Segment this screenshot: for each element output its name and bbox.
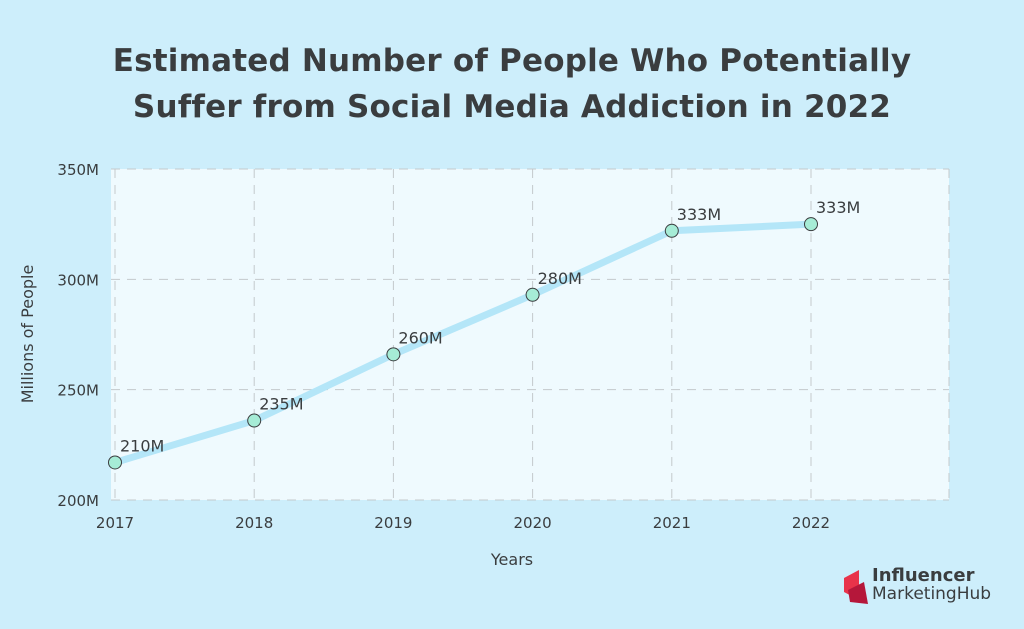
y-tick-label: 250M <box>57 382 99 400</box>
data-label: 210M <box>120 436 164 455</box>
y-axis-title: Millions of People <box>18 265 37 404</box>
data-point <box>804 217 818 232</box>
x-tick-label: 2019 <box>374 514 412 532</box>
logo-mark-right-shape <box>848 582 868 604</box>
x-tick-label: 2018 <box>235 514 273 532</box>
series-line <box>111 220 815 466</box>
x-tick-label: 2021 <box>653 514 691 532</box>
data-label: 235M <box>259 395 303 414</box>
data-label: 280M <box>538 269 582 288</box>
data-label: 333M <box>677 205 721 224</box>
data-point <box>664 223 679 238</box>
data-point <box>525 287 540 302</box>
plot-area <box>111 169 949 500</box>
x-tick-label: 2017 <box>96 514 134 532</box>
data-point <box>108 455 122 470</box>
chart-title: Estimated Number of People Who Potential… <box>0 38 1024 130</box>
data-point <box>386 347 401 362</box>
data-label: 260M <box>398 328 442 347</box>
y-tick-label: 300M <box>57 271 99 289</box>
logo-text-line-2: MarketingHub <box>872 584 992 604</box>
chart-title-line-1: Estimated Number of People Who Potential… <box>112 43 912 79</box>
influencer-marketing-hub-logo: Influencer MarketingHub <box>838 565 1018 606</box>
logo-mark-icon <box>844 570 868 604</box>
data-label: 333M <box>816 198 860 217</box>
y-tick-label: 350M <box>57 161 99 179</box>
x-tick-label: 2022 <box>792 514 830 532</box>
x-tick-label: 2020 <box>514 514 552 532</box>
x-axis-title: Years <box>490 550 533 569</box>
chart-title-line-2: Suffer from Social Media Addiction in 20… <box>132 89 892 125</box>
data-point <box>247 413 262 428</box>
logo-text-line-1: Influencer <box>872 565 975 586</box>
y-tick-label: 200M <box>57 492 99 510</box>
